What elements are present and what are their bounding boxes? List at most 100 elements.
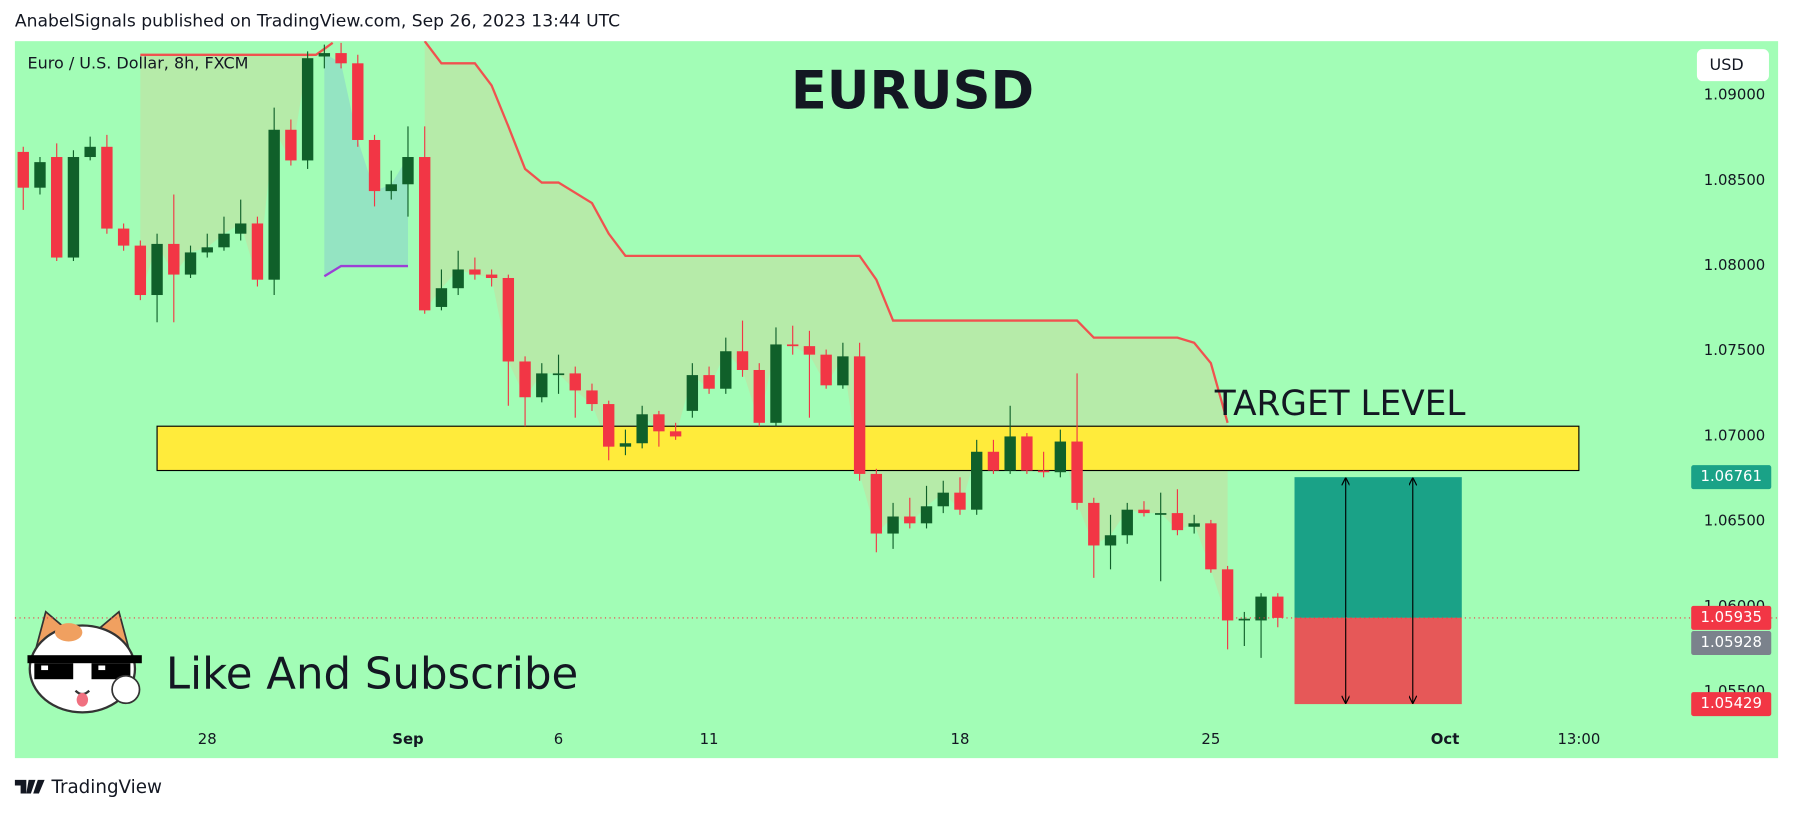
cat-avatar [27,610,142,714]
candle-body [837,356,849,386]
position-loss [1294,617,1462,705]
price-tag [1691,465,1772,490]
candle-body [352,63,364,140]
candle-body [1037,470,1050,473]
candle-body [586,390,598,405]
x-tick-label: 11 [700,730,719,748]
candle-body [285,129,297,161]
candle-body [452,269,464,289]
x-tick-label: 18 [951,730,970,748]
candle-body [1054,441,1067,473]
candle-body [937,492,949,507]
candle-body [17,151,29,188]
candle-body [84,146,96,158]
candle-body [168,243,180,275]
price-tag [1691,605,1772,630]
x-tick-label: 6 [554,730,563,748]
candle-body [653,414,665,432]
candle-body [1155,513,1167,515]
trend-fill [424,41,1228,621]
candle-body [151,243,163,296]
x-tick-label: 13:00 [1557,730,1600,748]
candle-body [134,245,147,296]
position-profit [1294,477,1462,618]
candle-body [117,228,130,246]
candle-body [235,223,247,234]
candle-body [1138,509,1150,514]
price-tag [1691,692,1772,717]
candle-body [435,288,448,307]
candle-body [569,373,581,391]
candle-body [536,373,548,398]
target-zone [156,425,1580,472]
candle-body [1171,513,1184,531]
candle-body [1121,509,1133,536]
x-tick-label: 25 [1201,730,1220,748]
y-tick-label: 1.08500 [1704,171,1765,189]
candle-body [770,344,782,423]
candle-body [1188,523,1200,527]
price-tag-label: 1.05928 [1700,633,1761,651]
x-tick-label: Oct [1431,730,1460,748]
candle-body [318,53,331,57]
candle-body [920,506,933,524]
price-tag-label: 1.05429 [1700,694,1761,712]
candle-body [552,373,565,376]
candle-body [1088,502,1100,546]
indicator-line [423,41,1229,424]
candle-body [803,346,816,355]
candle-body [971,451,983,510]
y-tick-label: 1.06500 [1704,512,1765,530]
zone-label: TARGET LEVEL [1214,384,1466,424]
price-tag-label: 1.06761 [1700,467,1761,485]
candle-body [218,233,230,248]
annotation: Like And Subscribe [166,649,578,699]
candle-body [686,375,699,411]
candle-body [669,431,682,437]
candle-body [1205,523,1217,570]
candle-body [1272,596,1284,618]
y-tick-label: 1.09000 [1704,86,1765,104]
currency-label[interactable]: USD [1710,55,1744,74]
price-tag [1691,631,1772,656]
candle-body [703,375,715,389]
y-tick-label: 1.07000 [1704,426,1765,444]
candle-body [201,247,213,253]
candle-body [519,361,531,398]
candle-body [502,277,515,362]
candle-body [485,274,498,278]
indicator-line [323,264,408,278]
x-tick-label: 28 [198,730,217,748]
candle-body [853,356,866,474]
candle-body [736,351,749,370]
candle-body [67,157,80,258]
currency-button[interactable] [1696,49,1769,82]
candle-body [603,404,615,447]
candle-body [636,414,648,444]
candle-body [301,58,314,161]
candle-body [1104,535,1117,546]
candle-body [1021,436,1033,471]
candle-body [402,157,414,185]
candle-body [870,473,883,534]
candle-body [887,516,899,534]
trend-fill [324,53,408,277]
candle-body [419,157,431,311]
candle-body [251,223,264,280]
header: AnabelSignals published on TradingView.c… [15,12,620,32]
candle-body [51,157,63,258]
candle-body [753,369,765,423]
candle-body [904,516,916,524]
y-tick-label: 1.07500 [1704,341,1765,359]
candle-body [34,162,46,188]
footer: TradingView [50,777,162,798]
chart-title: EURUSD [791,60,1034,121]
candle-body [469,269,481,275]
candle-body [385,184,397,192]
x-tick-label: Sep [392,730,423,748]
candle-body [1004,436,1016,471]
candle-body [1238,618,1251,621]
candle-body [335,53,347,64]
candle-body [820,354,832,386]
